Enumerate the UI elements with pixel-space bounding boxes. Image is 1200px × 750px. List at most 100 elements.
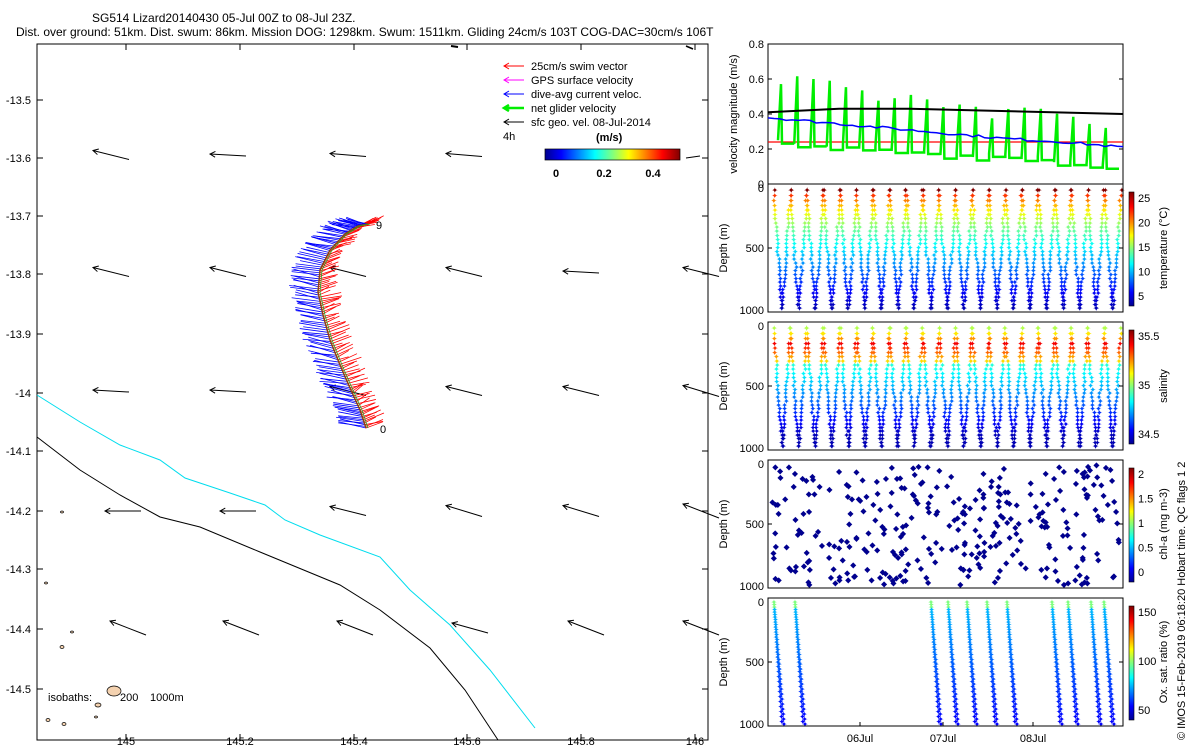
svg-text:✦: ✦ <box>970 186 977 195</box>
swim-vector <box>346 375 360 382</box>
svg-text:✦: ✦ <box>830 424 837 433</box>
svg-text:✦: ✦ <box>953 201 960 210</box>
current-vector <box>319 231 344 237</box>
svg-text:✦: ✦ <box>1104 239 1111 248</box>
time-xtick-label: 08Jul <box>1020 733 1046 745</box>
svg-text:◆: ◆ <box>1039 521 1046 530</box>
depth-ytick-label: 1000 <box>740 443 764 455</box>
svg-text:✦: ✦ <box>1062 274 1069 283</box>
svg-text:✦: ✦ <box>986 186 993 195</box>
svg-text:✦: ✦ <box>832 393 839 402</box>
svg-text:✦: ✦ <box>929 274 936 283</box>
geo-velocity-arrow <box>445 153 483 157</box>
svg-text:✦: ✦ <box>785 206 792 215</box>
svg-text:✦: ✦ <box>833 381 840 390</box>
svg-text:✦: ✦ <box>779 300 786 309</box>
svg-text:✦: ✦ <box>788 335 795 344</box>
svg-text:✦: ✦ <box>1058 263 1065 272</box>
svg-text:✦: ✦ <box>961 297 968 306</box>
geo-velocity-arrow <box>92 389 130 393</box>
svg-text:✦: ✦ <box>1108 278 1115 287</box>
colorbar-interval-label: 4h <box>503 131 515 143</box>
svg-text:✦: ✦ <box>1087 219 1094 228</box>
svg-text:◆: ◆ <box>800 474 807 483</box>
svg-text:✦: ✦ <box>822 197 829 206</box>
current-vector <box>300 314 325 319</box>
svg-text:✦: ✦ <box>781 282 788 291</box>
svg-text:✦: ✦ <box>1100 186 1107 195</box>
svg-text:✦: ✦ <box>831 251 838 260</box>
svg-text:✦: ✦ <box>1039 235 1046 244</box>
svg-text:◆: ◆ <box>1044 564 1051 573</box>
svg-text:✦: ✦ <box>804 335 811 344</box>
svg-text:◆: ◆ <box>864 547 871 556</box>
svg-text:✦: ✦ <box>1042 293 1049 302</box>
svg-text:✦: ✦ <box>848 405 855 414</box>
svg-text:✦: ✦ <box>861 289 868 298</box>
svg-text:✦: ✦ <box>1018 192 1025 201</box>
svg-text:✦: ✦ <box>1019 186 1026 195</box>
track-end-label: 9 <box>376 220 382 232</box>
svg-text:✦: ✦ <box>1108 270 1115 279</box>
svg-text:✦: ✦ <box>960 304 967 313</box>
svg-text:✦: ✦ <box>796 438 803 447</box>
svg-text:✦: ✦ <box>792 267 799 276</box>
svg-text:◆: ◆ <box>849 494 856 503</box>
svg-text:✦: ✦ <box>1022 251 1029 260</box>
svg-text:✦: ✦ <box>1084 197 1091 206</box>
svg-text:✦: ✦ <box>931 259 938 268</box>
svg-text:✦: ✦ <box>823 381 830 390</box>
swim-vector <box>321 262 333 268</box>
svg-text:✦: ✦ <box>1069 192 1076 201</box>
svg-text:✦: ✦ <box>829 442 836 451</box>
svg-text:✦: ✦ <box>829 297 836 306</box>
svg-text:✦: ✦ <box>880 274 887 283</box>
svg-text:✦: ✦ <box>989 239 996 248</box>
svg-text:✦: ✦ <box>845 293 852 302</box>
svg-text:✦: ✦ <box>1074 263 1081 272</box>
svg-text:✦: ✦ <box>772 215 779 224</box>
svg-text:◆: ◆ <box>851 572 858 581</box>
svg-text:✦: ✦ <box>790 251 797 260</box>
svg-text:◆: ◆ <box>1045 500 1052 509</box>
svg-text:✦: ✦ <box>962 278 969 287</box>
isobaths-label: isobaths: <box>48 692 92 704</box>
svg-text:✦: ✦ <box>1063 259 1070 268</box>
svg-text:✦: ✦ <box>841 259 848 268</box>
svg-text:✦: ✦ <box>843 282 850 291</box>
svg-text:✦: ✦ <box>863 293 870 302</box>
svg-text:✦: ✦ <box>816 259 823 268</box>
svg-text:✦: ✦ <box>932 247 939 256</box>
svg-text:✦: ✦ <box>851 219 858 228</box>
svg-text:✦: ✦ <box>783 263 790 272</box>
svg-text:✦: ✦ <box>1111 286 1118 295</box>
svg-text:◆: ◆ <box>772 462 779 471</box>
svg-text:✦: ✦ <box>1004 206 1011 215</box>
svg-text:✦: ✦ <box>785 369 792 378</box>
geo-velocity-arrowhead <box>218 507 226 515</box>
svg-text:✦: ✦ <box>857 373 864 382</box>
svg-text:✦: ✦ <box>854 344 861 353</box>
svg-text:✦: ✦ <box>851 373 858 382</box>
svg-text:✦: ✦ <box>1102 210 1109 219</box>
svg-text:✦: ✦ <box>1101 206 1108 215</box>
colorbar-tick-1: 0.2 <box>596 168 611 180</box>
svg-text:✦: ✦ <box>804 330 811 339</box>
map-xtick-label: 145.2 <box>226 736 254 748</box>
svg-text:✦: ✦ <box>813 435 820 444</box>
svg-text:✦: ✦ <box>852 339 859 348</box>
svg-text:✦: ✦ <box>812 297 819 306</box>
svg-text:✦: ✦ <box>999 215 1006 224</box>
svg-text:✦: ✦ <box>889 215 896 224</box>
svg-text:✦: ✦ <box>783 397 790 406</box>
swim-vector <box>319 295 343 300</box>
svg-text:✦: ✦ <box>1086 223 1093 232</box>
svg-text:✦: ✦ <box>1092 300 1099 309</box>
svg-text:✦: ✦ <box>819 197 826 206</box>
swim-vector <box>320 297 340 304</box>
svg-text:✦: ✦ <box>1088 247 1095 256</box>
svg-text:✦: ✦ <box>1079 274 1086 283</box>
svg-text:✦: ✦ <box>840 247 847 256</box>
svg-text:✦: ✦ <box>861 427 868 436</box>
current-vector <box>299 260 323 266</box>
